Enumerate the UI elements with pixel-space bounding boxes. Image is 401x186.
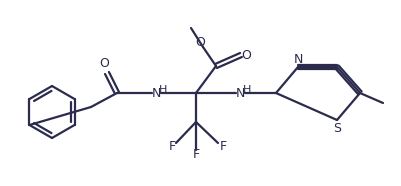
Text: F: F [168, 140, 176, 153]
Text: O: O [241, 49, 251, 62]
Text: N: N [293, 52, 303, 65]
Text: N: N [151, 86, 161, 100]
Text: O: O [195, 36, 205, 49]
Text: F: F [219, 140, 227, 153]
Text: S: S [333, 121, 341, 134]
Text: H: H [159, 85, 167, 95]
Text: F: F [192, 148, 200, 161]
Text: N: N [235, 86, 245, 100]
Text: H: H [243, 85, 251, 95]
Text: O: O [99, 57, 109, 70]
